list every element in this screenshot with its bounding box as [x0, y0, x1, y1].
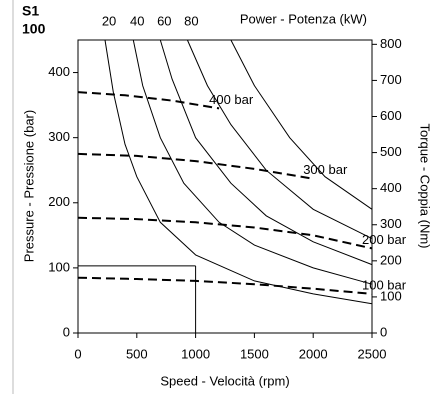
x-axis-label: Speed - Velocità (rpm): [160, 373, 289, 388]
power-curve: [186, 39, 373, 240]
y2-tick-label: 400: [380, 180, 402, 195]
y2-tick-label: 500: [380, 144, 402, 159]
pressure-curve: [77, 152, 314, 180]
y2-tick-label: 800: [380, 36, 402, 51]
plot-frame: [77, 39, 373, 334]
power-label: 40: [130, 13, 144, 28]
y2-tick-label: 700: [380, 72, 402, 87]
power-label: 80: [184, 13, 198, 28]
power-curve: [132, 39, 373, 285]
y2-tick-label: 100: [380, 288, 402, 303]
y2-tick-label: 200: [380, 252, 402, 267]
y-tick-label: 400: [48, 64, 70, 79]
power-curve: [230, 39, 373, 210]
top-axis-label: Power - Potenza (kW): [240, 11, 367, 26]
y-tick-label: 200: [48, 194, 70, 209]
x-tick-label: 2000: [299, 346, 328, 361]
y2-tick-label: 300: [380, 216, 402, 231]
pressure-label: 400 bar: [209, 92, 254, 107]
y-tick-label: 300: [48, 129, 70, 144]
y2-tick-label: 0: [380, 324, 387, 339]
pressure-label: 200 bar: [362, 232, 407, 247]
pressure-curve: [77, 276, 373, 295]
pressure-curve: [77, 91, 220, 110]
x-tick-label: 500: [126, 346, 148, 361]
y-tick-label: 0: [63, 324, 70, 339]
x-tick-label: 1000: [181, 346, 210, 361]
pressure-curve: [77, 216, 373, 250]
x-tick-label: 1500: [240, 346, 269, 361]
y-axis-label: Pressure - Pressione (bar): [21, 110, 36, 262]
x-tick-label: 2500: [358, 346, 387, 361]
power-curve: [159, 39, 373, 266]
corner-label: S1: [22, 3, 39, 19]
power-curve: [104, 39, 373, 305]
pressure-label: 100 bar: [362, 277, 407, 292]
corner-value: 100: [22, 21, 46, 37]
y-tick-label: 100: [48, 259, 70, 274]
power-label: 20: [102, 13, 116, 28]
pressure-label: 300 bar: [303, 162, 348, 177]
x-tick-label: 0: [74, 346, 81, 361]
y2-axis-label: Torque - Coppia (Nm): [418, 124, 433, 249]
power-label: 60: [157, 13, 171, 28]
y2-tick-label: 600: [380, 108, 402, 123]
